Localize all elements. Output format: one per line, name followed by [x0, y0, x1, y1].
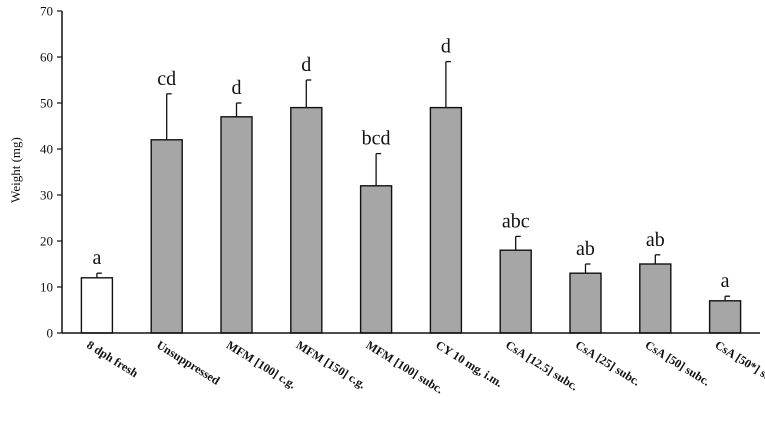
- x-tick-label: CsA [50*] subc.: [713, 338, 765, 392]
- y-tick-label: 0: [47, 326, 54, 341]
- x-axis-labels: 8 dph fresh Unsuppressed MFM [100] c.g.MFM…: [84, 338, 765, 397]
- significance-label: a: [92, 247, 101, 269]
- x-tick-label: MFM [150] c.g.: [294, 338, 369, 392]
- significance-label: d: [232, 77, 242, 99]
- bar: [290, 106, 323, 334]
- significance-label: ab: [646, 229, 665, 251]
- y-tick-label: 60: [40, 50, 53, 65]
- x-tick-label: MFM [100] subc.: [364, 338, 446, 397]
- bar: [220, 116, 253, 334]
- y-tick-label: 40: [40, 142, 53, 157]
- y-tick-label: 30: [40, 188, 53, 203]
- significance-label: a: [721, 270, 730, 292]
- y-tick-label: 20: [40, 234, 53, 249]
- bar: [429, 106, 463, 334]
- significance-label: bcd: [362, 128, 391, 150]
- y-tick-label: 10: [40, 280, 53, 295]
- bars: a cd d d bcd d abc ab ab a: [80, 36, 742, 334]
- bar: [150, 139, 183, 334]
- x-tick-label: MFM [100] c.g.: [224, 338, 299, 392]
- y-axis: 0 10 20 30 40 50 60 70: [40, 4, 62, 341]
- bar: [639, 263, 672, 334]
- significance-label: cd: [157, 68, 176, 90]
- significance-label: d: [301, 54, 311, 76]
- x-tick-label: 8 dph fresh: [84, 338, 141, 381]
- y-tick-label: 50: [40, 96, 53, 111]
- bar: [359, 185, 393, 334]
- y-axis-title: Weight (mg): [8, 137, 23, 203]
- x-tick-label: CsA [25] subc.: [573, 338, 643, 389]
- significance-label: d: [441, 36, 451, 58]
- bar: [499, 249, 532, 334]
- x-tick-label: CsA [12.5] subc.: [503, 338, 581, 394]
- significance-label: ab: [576, 238, 595, 260]
- x-tick-label: Unsuppressed: [154, 338, 223, 388]
- bar: [80, 277, 114, 334]
- x-tick-label: CsA [50] subc.: [643, 338, 713, 389]
- significance-label: abc: [502, 210, 530, 232]
- x-tick-label: CY 10 mg, i.m.: [433, 338, 505, 390]
- y-tick-label: 70: [40, 4, 53, 19]
- bar: [708, 300, 742, 334]
- bar: [569, 272, 602, 334]
